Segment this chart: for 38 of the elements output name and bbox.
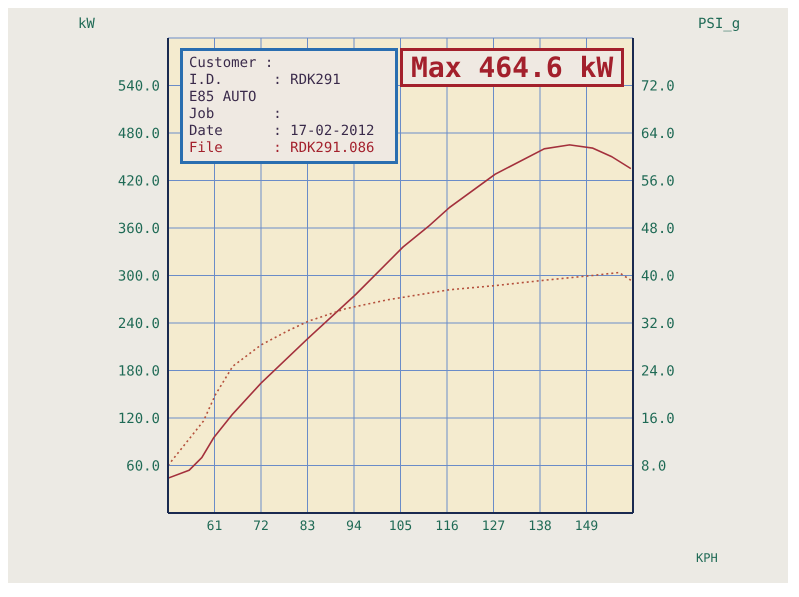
x-tick-label: 72 [253, 519, 269, 534]
y-tick-label: 420.0 [118, 173, 160, 190]
line-series [168, 272, 632, 466]
y2-tick-label: 40.0 [641, 268, 675, 284]
annotation: File : RDK291.086 [189, 140, 376, 157]
x-tick-label: 94 [346, 519, 362, 534]
x-tick-label: 105 [388, 519, 412, 534]
x-tick-label: 149 [574, 519, 598, 534]
annotation: Max 464.6 kW [400, 48, 624, 87]
y2-tick-label: 8.0 [641, 458, 666, 474]
y-tick-label: 240.0 [118, 316, 160, 332]
y2-tick-label: 56.0 [641, 173, 675, 190]
annotation: I.D. : RDK291 [189, 72, 342, 89]
annotation: Customer : [189, 55, 274, 72]
y-tick-label: 180.0 [118, 363, 160, 380]
y2-tick-label: 16.0 [641, 410, 675, 427]
y2-tick-label: 72.0 [641, 78, 675, 94]
y2-tick-label: 32.0 [641, 316, 675, 332]
x-tick-label: 61 [206, 519, 222, 534]
y2-tick-label: 48.0 [641, 220, 675, 237]
x-tick-label: 138 [528, 519, 552, 534]
y-tick-label: 60.0 [126, 458, 160, 474]
annotation: E85 AUTO [189, 89, 258, 106]
y-tick-label: 360.0 [118, 220, 160, 237]
y2-tick-label: 64.0 [641, 126, 675, 142]
y-axis-title: kW [78, 16, 95, 32]
y-tick-label: 480.0 [118, 126, 160, 142]
y-tick-label: 540.0 [118, 78, 160, 94]
x-tick-label: 127 [482, 519, 506, 534]
x-tick-label: 116 [435, 519, 459, 534]
y-tick-label: 300.0 [118, 268, 160, 284]
y2-axis-title: PSI_g [698, 16, 740, 32]
y-tick-label: 120.0 [118, 410, 160, 427]
annotation: Job : [189, 106, 283, 123]
annotation: Date : 17-02-2012 [189, 123, 376, 140]
y2-tick-label: 24.0 [641, 363, 675, 380]
x-axis-title: KPH [696, 551, 718, 565]
x-tick-label: 83 [300, 519, 316, 534]
